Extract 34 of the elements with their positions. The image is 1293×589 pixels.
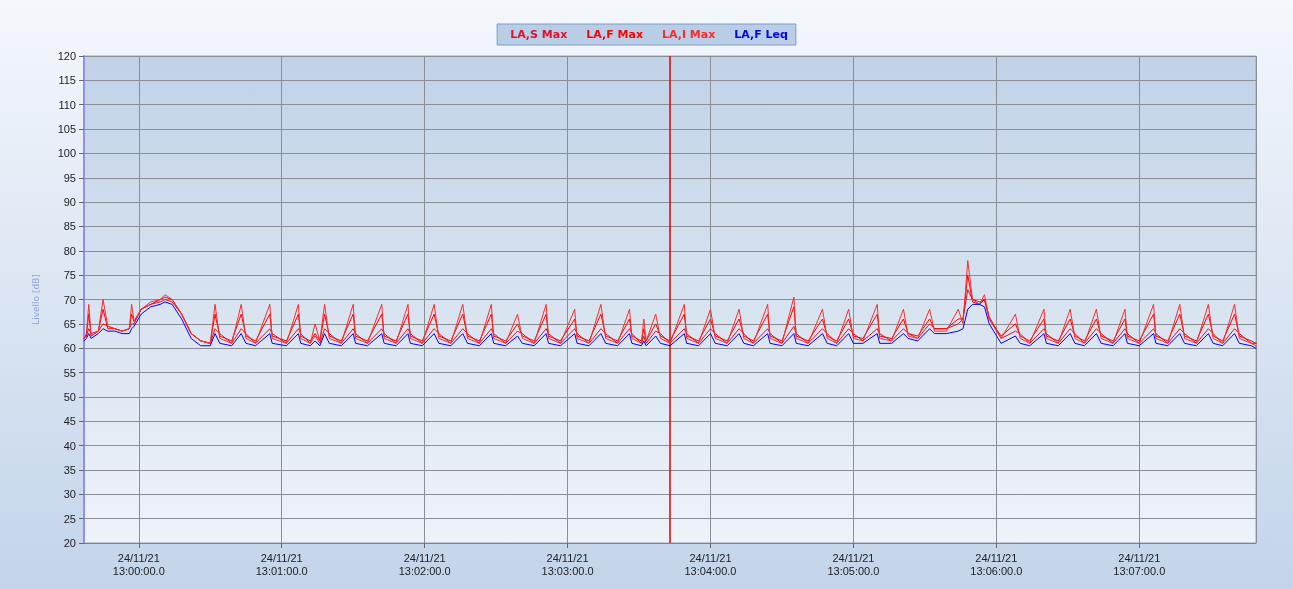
x-tick-label: 24/11/21 13:05:00.0: [827, 551, 880, 577]
y-tick-label: 55: [63, 366, 76, 379]
y-tick-label: 20: [63, 537, 76, 549]
y-tick-label: 40: [63, 439, 76, 452]
y-tick-label: 60: [63, 342, 76, 355]
y-tick-label: 115: [58, 74, 76, 87]
y-tick-label: 35: [63, 463, 76, 476]
y-axis-title: Livello [dB]: [30, 274, 41, 325]
text: LA,I Max: [661, 28, 716, 41]
y-tick-label: 50: [63, 390, 76, 403]
y-tick-label: 110: [58, 98, 76, 111]
text: LA,F Max: [586, 28, 643, 41]
x-tick-label: 24/11/21 13:07:00.0: [1113, 551, 1166, 577]
x-tick-label: 24/11/21 13:02:00.0: [398, 551, 451, 577]
y-tick-label: 85: [63, 220, 76, 233]
y-tick-label: 70: [63, 293, 76, 306]
text: LA,F Leq: [734, 28, 788, 41]
y-tick-label: 30: [63, 488, 76, 501]
y-tick-label: 75: [63, 269, 76, 282]
y-tick-label: 80: [63, 244, 76, 257]
text: LA,S Max: [510, 28, 568, 41]
x-tick-label: 24/11/21 13:00:00.0: [112, 551, 165, 577]
y-tick-label: 45: [63, 415, 76, 428]
x-tick-label: 24/11/21 13:03:00.0: [541, 551, 594, 577]
y-tick-label: 120: [57, 50, 76, 62]
y-tick-label: 100: [57, 147, 76, 160]
x-tick-label: 24/11/21 13:04:00.0: [684, 551, 737, 577]
y-tick-label: 95: [63, 171, 76, 184]
y-tick-label: 90: [63, 196, 76, 209]
y-tick-label: 65: [63, 317, 76, 330]
x-tick-label: 24/11/21 13:01:00.0: [255, 551, 308, 577]
x-tick-label: 24/11/21 13:06:00.0: [970, 551, 1023, 577]
y-tick-label: 25: [63, 512, 76, 525]
y-tick-label: 105: [57, 123, 76, 136]
